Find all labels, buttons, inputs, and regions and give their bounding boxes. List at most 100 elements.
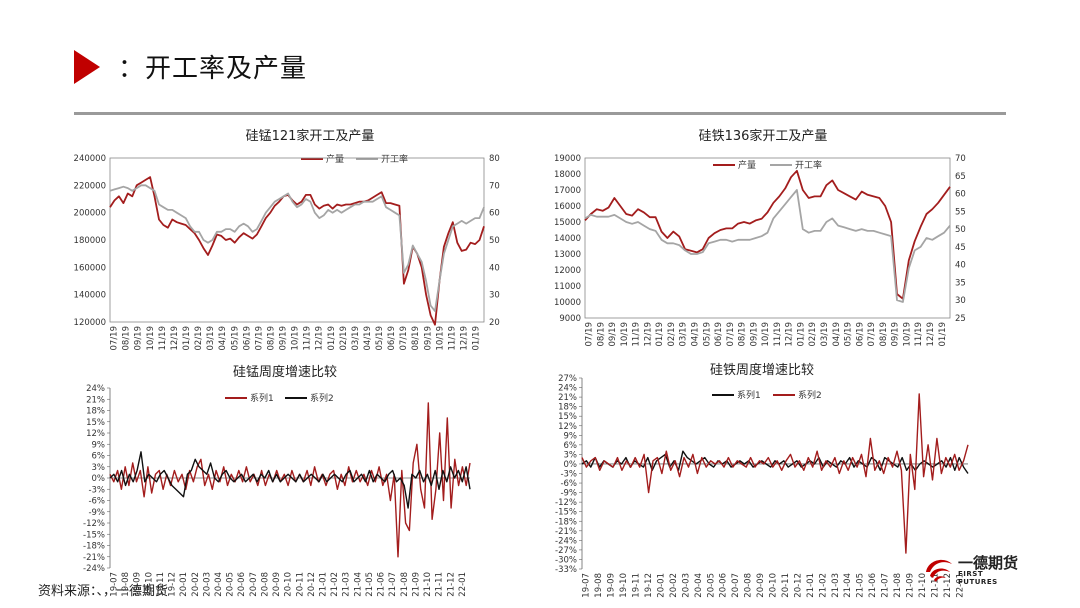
x-tick-label: 01/19 [182, 326, 192, 351]
x-tick-label: 07/19 [726, 322, 736, 347]
y-right-tick-label: 25 [955, 314, 966, 324]
x-tick-label: 21-10 [918, 573, 928, 598]
x-tick-label: 20-06 [237, 572, 247, 597]
x-tick-label: 12/19 [315, 326, 325, 351]
x-tick-label: 09/19 [134, 326, 144, 351]
y-tick-label: -6% [560, 479, 577, 489]
x-tick-label: 19-08 [594, 573, 604, 598]
y-tick-label: 21% [86, 395, 105, 405]
x-tick-label: 05/19 [230, 326, 240, 351]
x-tick-label: 21-05 [365, 572, 375, 597]
red-triangle-icon [74, 50, 100, 84]
x-tick-label: 10/19 [761, 322, 771, 347]
header-divider [74, 112, 1006, 115]
x-tick-label: 06/19 [714, 322, 724, 347]
x-tick-label: 21-07 [881, 573, 891, 598]
y-left-tick-label: 14000 [554, 234, 581, 244]
legend-label: 开工率 [381, 153, 408, 165]
y-tick-label: -3% [88, 485, 105, 495]
y-right-tick-label: 40 [489, 263, 500, 273]
y-tick-label: -18% [83, 542, 105, 552]
x-tick-label: 05/19 [844, 322, 854, 347]
x-tick-label: 21-10 [423, 572, 433, 597]
x-tick-label: 11/19 [632, 322, 642, 347]
x-tick-label: 03/19 [820, 322, 830, 347]
x-tick-label: 19-07 [582, 573, 592, 598]
y-tick-label: -21% [83, 553, 105, 563]
x-tick-label: 02/19 [339, 326, 349, 351]
y-tick-label: 0% [92, 474, 106, 484]
company-logo: 一德期货 FIRST FUTURES [918, 548, 1018, 588]
series-line-1 [581, 450, 969, 474]
y-right-tick-label: 60 [955, 190, 966, 200]
x-tick-label: 11/19 [158, 326, 168, 351]
y-right-tick-label: 55 [955, 207, 966, 217]
x-tick-label: 20-11 [781, 573, 791, 598]
x-tick-label: 08/19 [411, 326, 421, 351]
y-left-tick-label: 240000 [74, 154, 106, 164]
x-tick-label: 21-11 [435, 572, 445, 597]
y-tick-label: 3% [92, 463, 106, 473]
x-tick-label: 09/19 [749, 322, 759, 347]
logo-name-en: FIRST FUTURES [958, 570, 998, 586]
x-tick-label: 21-09 [411, 572, 421, 597]
x-tick-label: 20-12 [307, 572, 317, 597]
y-tick-label: 27% [558, 374, 577, 384]
chart-title: 硅铁周度增速比较 [710, 362, 814, 378]
x-tick-label: 01/19 [938, 322, 948, 347]
chart-title: 硅锰周度增速比较 [233, 364, 337, 380]
chart-title: 硅锰121家开工及产量 [246, 128, 375, 144]
series-line-2 [109, 184, 485, 313]
x-tick-label: 02/19 [808, 322, 818, 347]
series-line-1 [109, 176, 485, 326]
x-tick-label: 20-10 [284, 572, 294, 597]
x-tick-label: 08/19 [596, 322, 606, 347]
x-tick-label: 03/19 [206, 326, 216, 351]
plot-frame [109, 157, 485, 323]
y-tick-label: 12% [86, 429, 105, 439]
y-left-tick-label: 220000 [74, 181, 106, 191]
x-tick-label: 20-02 [669, 573, 679, 598]
y-tick-label: -12% [555, 498, 577, 508]
x-tick-label: 21-08 [400, 572, 410, 597]
x-tick-label: 09/19 [423, 326, 433, 351]
x-tick-label: 19-09 [607, 573, 617, 598]
x-tick-label: 19-12 [644, 573, 654, 598]
x-tick-label: 20-03 [681, 573, 691, 598]
x-tick-label: 21-11 [930, 573, 940, 598]
series-line-1 [584, 169, 951, 300]
x-tick-label: 20-07 [249, 572, 259, 597]
legend-label: 系列2 [310, 392, 334, 404]
x-tick-label: 20-09 [756, 573, 766, 598]
x-tick-label: 21-04 [843, 573, 853, 598]
y-left-tick-label: 140000 [74, 291, 106, 301]
y-right-tick-label: 65 [955, 172, 966, 182]
y-left-tick-label: 13000 [554, 250, 581, 260]
x-tick-label: 12/19 [170, 326, 180, 351]
x-tick-label: 20-01 [179, 572, 189, 597]
x-tick-label: 21-12 [446, 572, 456, 597]
y-right-tick-label: 35 [955, 278, 966, 288]
y-tick-label: -9% [560, 489, 577, 499]
x-tick-label: 10/19 [435, 326, 445, 351]
x-tick-label: 09/19 [891, 322, 901, 347]
y-tick-label: 21% [558, 393, 577, 403]
x-tick-label: 11/19 [773, 322, 783, 347]
x-tick-label: 19-11 [156, 572, 166, 597]
plot-frame [584, 157, 951, 319]
x-tick-label: 06/19 [387, 326, 397, 351]
chart-legend: 产量 开工率 [301, 153, 408, 165]
x-tick-label: 03/19 [351, 326, 361, 351]
x-tick-label: 21-01 [806, 573, 816, 598]
x-tick-label: 11/19 [303, 326, 313, 351]
x-tick-label: 02/19 [667, 322, 677, 347]
series-line-2 [584, 189, 951, 303]
y-left-tick-label: 10000 [554, 298, 581, 308]
y-tick-label: -15% [555, 508, 577, 518]
x-tick-label: 20-07 [731, 573, 741, 598]
x-tick-label: 19-07 [110, 572, 120, 597]
x-tick-label: 21-07 [388, 572, 398, 597]
y-tick-label: 6% [564, 441, 578, 451]
chart-legend: 系列1 系列2 [225, 392, 334, 404]
y-left-tick-label: 17000 [554, 186, 581, 196]
